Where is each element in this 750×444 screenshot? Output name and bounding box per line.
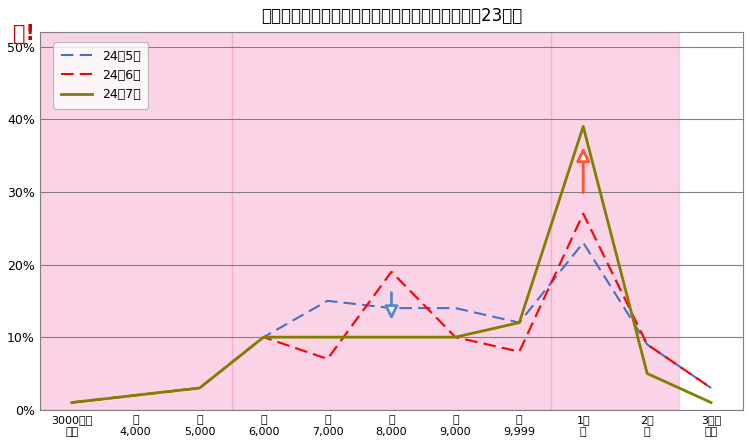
24年5月 <box>451 305 460 311</box>
24年5月 <box>195 385 204 391</box>
24年6月 <box>387 269 396 274</box>
Legend: 24年5月, 24年6月, 24年7月: 24年5月, 24年6月, 24年7月 <box>53 42 148 109</box>
24年7月 <box>195 385 204 391</box>
24年7月 <box>514 320 523 325</box>
24年7月 <box>259 334 268 340</box>
24年6月 <box>514 349 523 354</box>
24年5月 <box>387 305 396 311</box>
24年7月 <box>643 371 652 376</box>
24年7月 <box>131 392 140 398</box>
Bar <box>232 32 551 410</box>
Text: マ!: マ! <box>13 24 35 44</box>
24年6月 <box>323 356 332 361</box>
24年6月 <box>68 400 76 405</box>
24年6月 <box>451 334 460 340</box>
24年6月 <box>131 392 140 398</box>
24年5月 <box>323 298 332 304</box>
24年6月 <box>579 211 588 216</box>
Bar <box>40 32 232 410</box>
Line: 24年5月: 24年5月 <box>72 243 711 403</box>
24年7月 <box>323 334 332 340</box>
Line: 24年6月: 24年6月 <box>72 214 711 403</box>
24年5月 <box>131 392 140 398</box>
24年5月 <box>68 400 76 405</box>
24年6月 <box>643 342 652 347</box>
24年7月 <box>706 400 716 405</box>
24年5月 <box>259 334 268 340</box>
24年7月 <box>579 124 588 129</box>
24年7月 <box>451 334 460 340</box>
24年5月 <box>579 240 588 246</box>
24年6月 <box>706 385 716 391</box>
Line: 24年7月: 24年7月 <box>72 127 711 403</box>
24年6月 <box>259 334 268 340</box>
24年5月 <box>514 320 523 325</box>
Title: 新築マンション価格帯別の発売戸数割合の推移（23区）: 新築マンション価格帯別の発売戸数割合の推移（23区） <box>261 7 522 25</box>
24年6月 <box>195 385 204 391</box>
Bar <box>551 32 679 410</box>
24年5月 <box>643 342 652 347</box>
24年7月 <box>387 334 396 340</box>
24年5月 <box>706 385 716 391</box>
24年7月 <box>68 400 76 405</box>
